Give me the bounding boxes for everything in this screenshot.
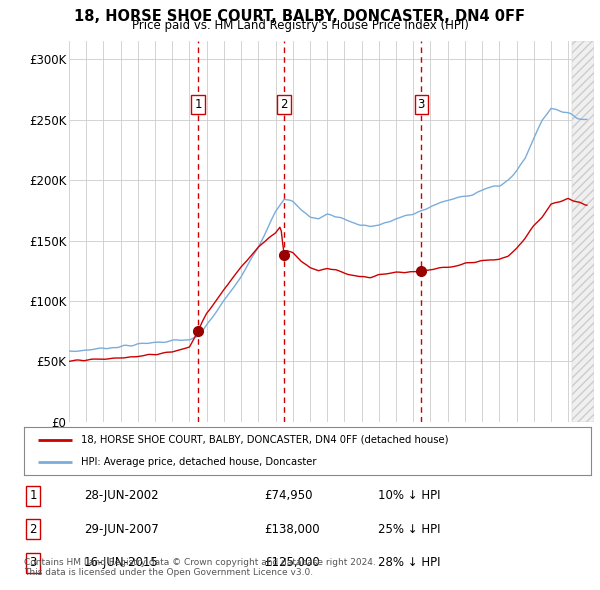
Text: £138,000: £138,000	[264, 523, 320, 536]
Text: 3: 3	[418, 97, 425, 110]
Text: 1: 1	[29, 489, 37, 502]
Text: 28-JUN-2002: 28-JUN-2002	[84, 489, 158, 502]
Bar	[572, 41, 594, 422]
Text: 10% ↓ HPI: 10% ↓ HPI	[378, 489, 440, 502]
Text: 2: 2	[29, 523, 37, 536]
Text: 16-JUN-2015: 16-JUN-2015	[84, 556, 159, 569]
Text: 3: 3	[29, 556, 37, 569]
Bar	[572, 41, 594, 422]
Text: 18, HORSE SHOE COURT, BALBY, DONCASTER, DN4 0FF (detached house): 18, HORSE SHOE COURT, BALBY, DONCASTER, …	[80, 435, 448, 445]
Text: Price paid vs. HM Land Registry's House Price Index (HPI): Price paid vs. HM Land Registry's House …	[131, 19, 469, 32]
Text: £74,950: £74,950	[264, 489, 313, 502]
Text: £125,000: £125,000	[264, 556, 320, 569]
Text: 25% ↓ HPI: 25% ↓ HPI	[378, 523, 440, 536]
Text: 2: 2	[280, 97, 288, 110]
Text: 1: 1	[194, 97, 202, 110]
Text: 28% ↓ HPI: 28% ↓ HPI	[378, 556, 440, 569]
Text: HPI: Average price, detached house, Doncaster: HPI: Average price, detached house, Donc…	[80, 457, 316, 467]
Text: 18, HORSE SHOE COURT, BALBY, DONCASTER, DN4 0FF: 18, HORSE SHOE COURT, BALBY, DONCASTER, …	[74, 9, 526, 24]
Text: 29-JUN-2007: 29-JUN-2007	[84, 523, 159, 536]
Text: Contains HM Land Registry data © Crown copyright and database right 2024.
This d: Contains HM Land Registry data © Crown c…	[24, 558, 376, 577]
